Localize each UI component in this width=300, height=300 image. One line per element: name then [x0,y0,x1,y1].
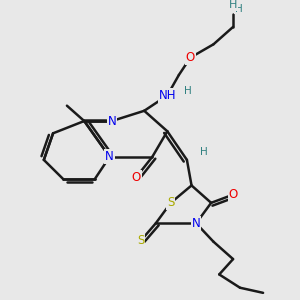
Text: N: N [105,150,114,163]
Text: H: H [235,4,243,14]
Text: N: N [192,217,200,230]
Text: N: N [107,115,116,128]
Text: O: O [131,171,141,184]
Text: NH: NH [159,89,176,102]
Text: S: S [167,196,175,209]
Text: H: H [200,147,208,157]
Text: O: O [186,51,195,64]
Text: H: H [184,86,192,96]
Text: O: O [229,188,238,201]
Text: H: H [229,1,237,10]
Text: S: S [137,234,145,247]
